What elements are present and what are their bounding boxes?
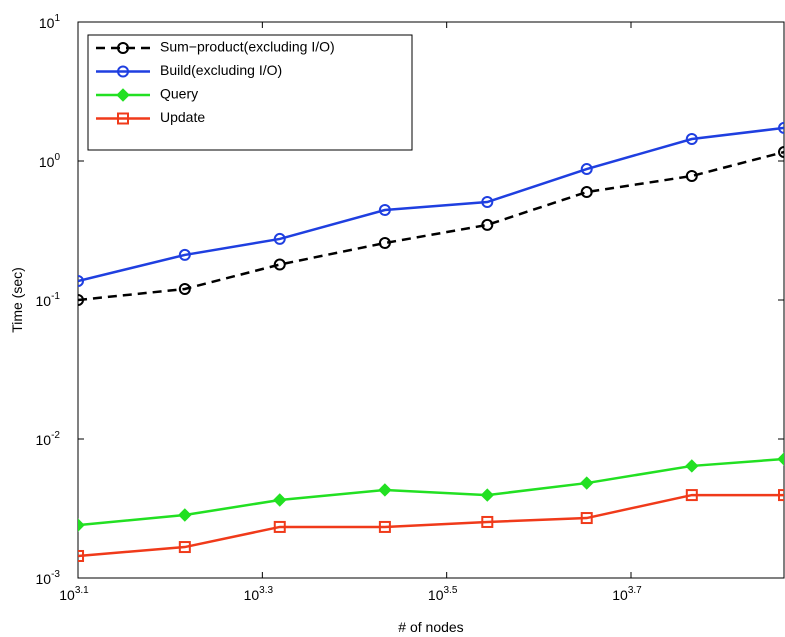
series-line bbox=[78, 457, 784, 527]
tick-exponent: 3.1 bbox=[75, 585, 89, 596]
marker bbox=[778, 146, 784, 159]
y-axis-label: Time (sec) bbox=[9, 267, 25, 333]
marker bbox=[117, 112, 129, 125]
tick-base: 10 bbox=[59, 587, 75, 603]
tick-base: 10 bbox=[36, 293, 52, 309]
tick-exponent: 3.5 bbox=[444, 585, 458, 596]
plot-layer bbox=[78, 121, 784, 562]
marker bbox=[778, 121, 784, 134]
marker bbox=[481, 218, 494, 231]
legend-box bbox=[87, 34, 413, 151]
tick-exponent: 1 bbox=[54, 13, 60, 24]
series-line bbox=[78, 493, 784, 558]
tick-exponent: 3.3 bbox=[259, 585, 273, 596]
marker bbox=[480, 488, 494, 502]
tick-base: 10 bbox=[244, 587, 260, 603]
marker bbox=[78, 549, 85, 562]
x-axis-label: # of nodes bbox=[398, 619, 463, 635]
tick-exponent: 3.7 bbox=[628, 585, 642, 596]
tick-label: 103.5 bbox=[428, 585, 458, 603]
tick-exponent: 0 bbox=[54, 152, 60, 163]
marker bbox=[777, 452, 784, 466]
legend-label: Sum−product(excluding I/O) bbox=[160, 39, 335, 55]
marker bbox=[778, 489, 784, 502]
marker bbox=[78, 518, 85, 532]
marker bbox=[685, 132, 698, 145]
tick-base: 10 bbox=[428, 587, 444, 603]
marker bbox=[685, 489, 698, 502]
marker bbox=[580, 476, 594, 490]
tick-base: 10 bbox=[36, 432, 52, 448]
marker bbox=[378, 204, 391, 217]
marker bbox=[481, 196, 494, 209]
tick-label: 103.1 bbox=[59, 585, 89, 603]
tick-base: 10 bbox=[39, 154, 55, 170]
tick-exponent: -3 bbox=[51, 569, 60, 580]
marker bbox=[580, 512, 593, 525]
marker bbox=[178, 541, 191, 554]
marker bbox=[378, 483, 392, 497]
tick-exponent: -2 bbox=[51, 430, 60, 441]
legend-label: Build(excluding I/O) bbox=[160, 62, 282, 78]
marker bbox=[481, 515, 494, 528]
marker bbox=[273, 232, 286, 245]
tick-exponent: -1 bbox=[51, 291, 60, 302]
marker bbox=[78, 274, 85, 287]
marker bbox=[685, 169, 698, 182]
marker bbox=[378, 520, 391, 533]
tick-base: 10 bbox=[39, 15, 55, 31]
marker bbox=[178, 282, 191, 295]
marker bbox=[273, 493, 287, 507]
tick-label: 10-2 bbox=[36, 430, 61, 448]
tick-label: 10-3 bbox=[36, 569, 61, 587]
series-line bbox=[78, 150, 784, 302]
tick-label: 100 bbox=[39, 152, 61, 170]
marker bbox=[273, 520, 286, 533]
legend-label: Query bbox=[160, 86, 198, 102]
tick-label: 101 bbox=[39, 13, 61, 31]
tick-label: 10-1 bbox=[36, 291, 61, 309]
marker bbox=[273, 258, 286, 271]
legend: Sum−product(excluding I/O) Build(excludin… bbox=[87, 34, 413, 151]
marker bbox=[378, 237, 391, 250]
legend-label: Update bbox=[160, 109, 205, 125]
marker bbox=[580, 163, 593, 176]
marker bbox=[117, 65, 129, 78]
marker bbox=[117, 42, 129, 54]
tick-base: 10 bbox=[36, 571, 52, 587]
series-line bbox=[78, 126, 784, 283]
marker bbox=[685, 459, 699, 473]
tick-base: 10 bbox=[612, 587, 628, 603]
marker bbox=[580, 186, 593, 199]
tick-label: 103.3 bbox=[244, 585, 274, 603]
marker bbox=[178, 508, 192, 522]
marker bbox=[116, 88, 130, 102]
tick-label: 103.7 bbox=[612, 585, 642, 603]
marker bbox=[178, 248, 191, 261]
